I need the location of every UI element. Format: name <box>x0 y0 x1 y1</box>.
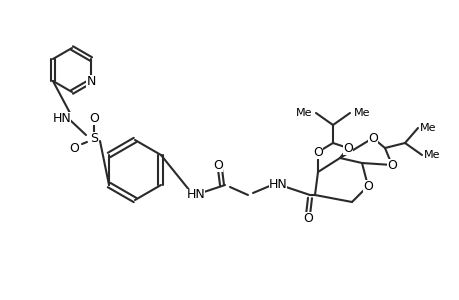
Text: O: O <box>302 212 312 224</box>
Text: HN: HN <box>52 112 71 124</box>
Text: N: N <box>86 74 95 88</box>
Text: O: O <box>89 112 99 124</box>
Text: S: S <box>90 131 98 145</box>
Text: Me: Me <box>295 108 311 118</box>
Text: O: O <box>367 131 377 145</box>
Text: Me: Me <box>423 150 440 160</box>
Text: O: O <box>313 146 322 158</box>
Text: O: O <box>342 142 352 154</box>
Text: O: O <box>69 142 79 154</box>
Text: HN: HN <box>186 188 205 202</box>
Text: HN: HN <box>268 178 287 191</box>
Text: O: O <box>386 158 396 172</box>
Text: Me: Me <box>419 123 436 133</box>
Text: O: O <box>213 158 223 172</box>
Text: Me: Me <box>353 108 369 118</box>
Text: O: O <box>362 179 372 193</box>
